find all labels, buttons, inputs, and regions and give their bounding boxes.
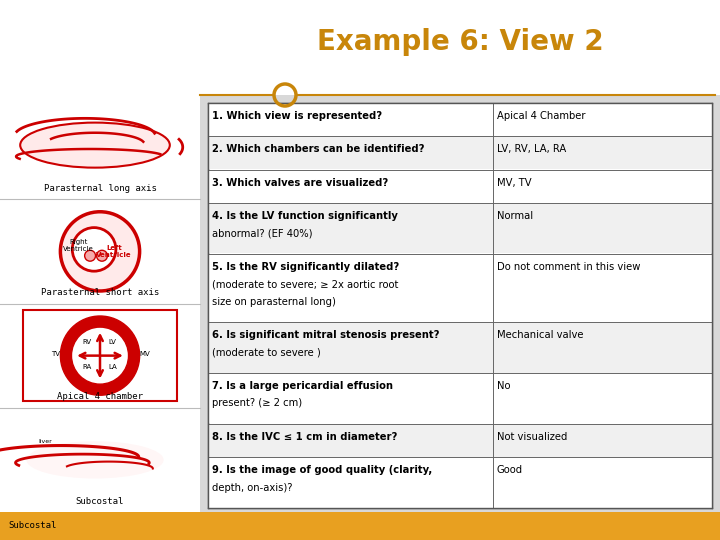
Text: 5. Is the RV significantly dilated?: 5. Is the RV significantly dilated? xyxy=(212,262,400,272)
Bar xyxy=(209,254,711,322)
Ellipse shape xyxy=(27,441,163,478)
Ellipse shape xyxy=(20,123,170,167)
Text: LV: LV xyxy=(109,339,117,345)
Text: Good: Good xyxy=(497,465,523,475)
Bar xyxy=(22,310,177,402)
Bar xyxy=(209,374,711,423)
Text: Left
Ventricle: Left Ventricle xyxy=(96,245,132,258)
Text: 8. Is the IVC ≤ 1 cm in diameter?: 8. Is the IVC ≤ 1 cm in diameter? xyxy=(212,432,397,442)
Text: Example 6: View 2: Example 6: View 2 xyxy=(317,29,603,57)
Text: Not visualized: Not visualized xyxy=(497,432,567,442)
Text: 2. Which chambers can be identified?: 2. Which chambers can be identified? xyxy=(212,144,425,154)
Text: No: No xyxy=(497,381,510,391)
Bar xyxy=(209,458,711,508)
Circle shape xyxy=(60,316,140,395)
Text: 7. Is a large pericardial effusion: 7. Is a large pericardial effusion xyxy=(212,381,393,391)
Circle shape xyxy=(85,250,96,261)
Text: RA: RA xyxy=(83,364,92,370)
Text: 3. Which valves are visualized?: 3. Which valves are visualized? xyxy=(212,178,388,187)
Bar xyxy=(209,424,711,457)
Circle shape xyxy=(96,250,107,261)
Text: MV, TV: MV, TV xyxy=(497,178,531,187)
Text: Normal: Normal xyxy=(497,211,533,221)
Text: TV: TV xyxy=(51,350,60,356)
Bar xyxy=(0,512,720,540)
Text: abnormal? (EF 40%): abnormal? (EF 40%) xyxy=(212,228,312,239)
Bar xyxy=(209,204,711,253)
Text: Apical 4 Chamber: Apical 4 Chamber xyxy=(497,111,585,121)
Bar xyxy=(209,323,711,373)
Text: LV, RV, LA, RA: LV, RV, LA, RA xyxy=(497,144,566,154)
Text: Parasternal short axis: Parasternal short axis xyxy=(41,288,159,297)
Text: 9. Is the image of good quality (clarity,: 9. Is the image of good quality (clarity… xyxy=(212,465,432,475)
Text: present? (≥ 2 cm): present? (≥ 2 cm) xyxy=(212,399,302,408)
Text: (moderate to severe; ≥ 2x aortic root: (moderate to severe; ≥ 2x aortic root xyxy=(212,279,398,289)
Text: Subcostal: Subcostal xyxy=(8,522,56,530)
Text: 1. Which view is represented?: 1. Which view is represented? xyxy=(212,111,382,121)
Circle shape xyxy=(72,227,116,271)
Text: depth, on-axis)?: depth, on-axis)? xyxy=(212,483,292,492)
Text: size on parasternal long): size on parasternal long) xyxy=(212,297,336,307)
Text: (moderate to severe ): (moderate to severe ) xyxy=(212,348,320,357)
Bar xyxy=(209,170,711,202)
Text: Apical 4 chamber: Apical 4 chamber xyxy=(57,393,143,402)
Text: Right
Ventricle: Right Ventricle xyxy=(63,239,94,252)
Circle shape xyxy=(71,327,129,384)
Text: 6. Is significant mitral stenosis present?: 6. Is significant mitral stenosis presen… xyxy=(212,330,439,340)
Text: Parasternal long axis: Parasternal long axis xyxy=(44,184,156,193)
Bar xyxy=(200,95,720,512)
Bar xyxy=(208,103,712,508)
Bar xyxy=(0,0,720,95)
Text: MV: MV xyxy=(139,350,150,356)
Text: Do not comment in this view: Do not comment in this view xyxy=(497,262,640,272)
Text: LA: LA xyxy=(108,364,117,370)
Bar xyxy=(209,104,711,136)
Bar xyxy=(209,137,711,169)
Text: Mechanical valve: Mechanical valve xyxy=(497,330,583,340)
Bar xyxy=(0,95,200,512)
Text: Subcostal: Subcostal xyxy=(76,497,124,506)
Circle shape xyxy=(60,212,140,291)
Text: 4. Is the LV function significantly: 4. Is the LV function significantly xyxy=(212,211,398,221)
Text: RV: RV xyxy=(83,339,92,345)
Text: liver: liver xyxy=(38,438,52,444)
